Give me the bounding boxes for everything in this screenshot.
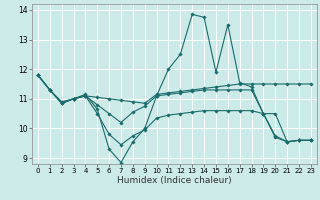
X-axis label: Humidex (Indice chaleur): Humidex (Indice chaleur) [117,176,232,185]
